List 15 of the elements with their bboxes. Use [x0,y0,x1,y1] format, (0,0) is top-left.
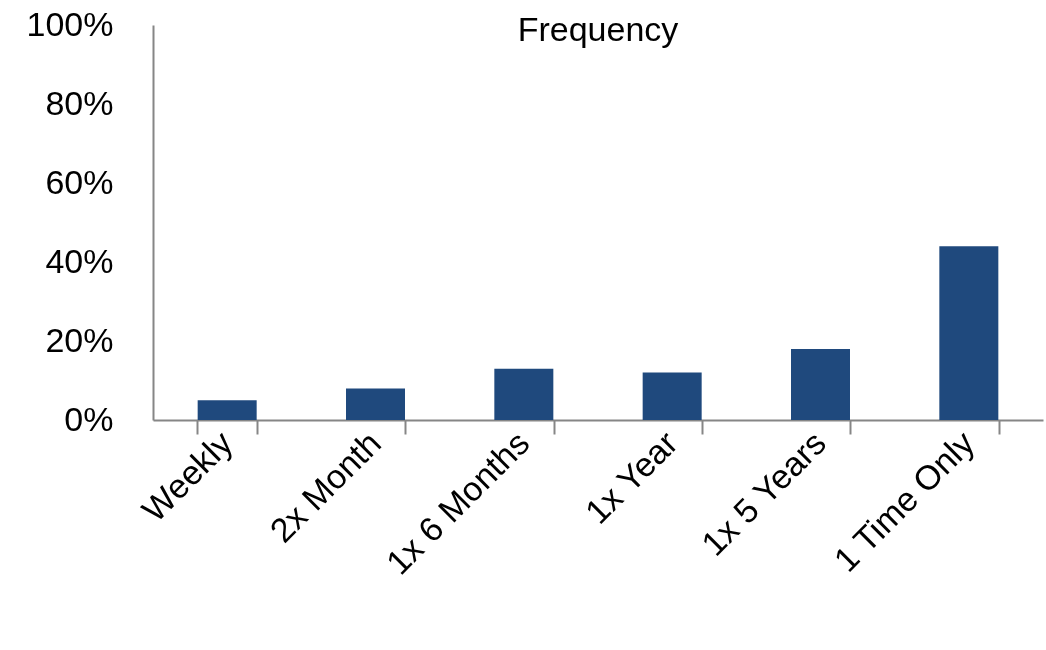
bar [791,348,850,420]
chart-title: Frequency [517,10,679,48]
y-tick-label: 100% [26,4,114,43]
bar [939,246,999,420]
y-tick-label: 40% [45,241,114,280]
bar [346,388,405,420]
y-tick-label: 20% [45,320,114,359]
x-tick-label: 1x Year [577,423,685,531]
bar [642,372,702,420]
y-tick-label: 0% [64,399,114,438]
bar [197,400,257,420]
x-tick-label: 1 Time Only [826,423,982,579]
bar [494,368,554,420]
y-tick-label: 60% [45,162,114,201]
y-tick-label: 80% [45,83,114,122]
